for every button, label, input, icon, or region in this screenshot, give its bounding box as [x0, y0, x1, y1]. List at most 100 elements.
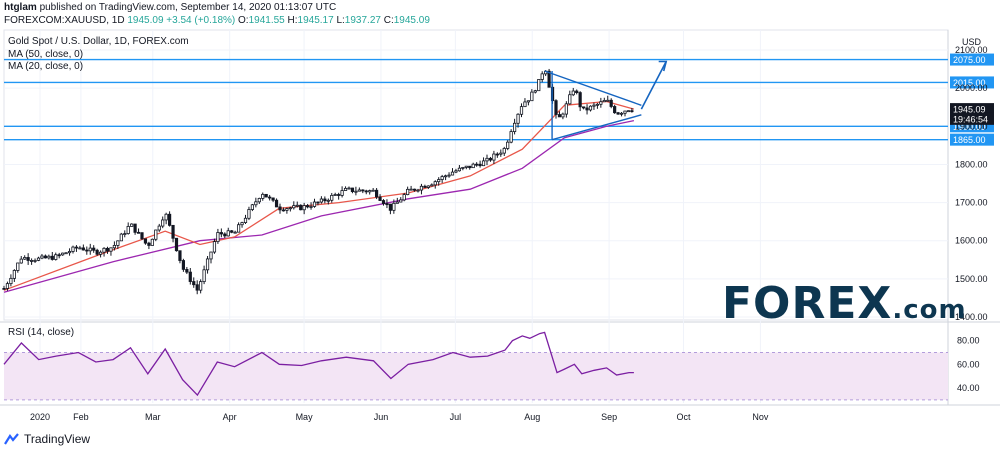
horizontal-levels[interactable]: 2075.00 2015.00 1900.00 1865.00 [4, 53, 994, 146]
tradingview-label: TradingView [24, 432, 91, 446]
candle-body [481, 160, 486, 167]
time-axis[interactable]: 2020 Feb Mar Apr May Jun Jul Aug Sep Oct Nov [30, 412, 769, 422]
ma50-line [3, 119, 635, 293]
candle-body [519, 106, 524, 115]
candle-body [347, 187, 351, 190]
candle-body [502, 148, 506, 154]
ma20-legend[interactable]: MA (20, close, 0) [8, 61, 83, 72]
rsi-line [3, 331, 634, 397]
candle-body [419, 185, 424, 191]
rsi-tick-label: 80.00 [957, 336, 980, 346]
candle-body [85, 249, 89, 252]
candle-body [506, 141, 510, 149]
candle-body [423, 185, 427, 188]
candle-body [433, 181, 437, 186]
candle-body [105, 247, 110, 252]
candle-body [268, 196, 272, 199]
candle-body [330, 194, 334, 201]
candle-body [623, 110, 627, 114]
candle-body [71, 246, 75, 252]
candle-body [61, 252, 65, 256]
candle-body [236, 224, 241, 233]
candle-body [437, 179, 441, 183]
price-change: +3.54 (+0.18%) [166, 15, 236, 26]
candle-body [575, 90, 579, 93]
candle-body [364, 190, 368, 193]
candle-body [102, 247, 106, 253]
candle-body [395, 201, 399, 204]
candle-body [464, 165, 468, 168]
candle-body [130, 223, 134, 227]
candlesticks [2, 68, 634, 295]
candle-body [416, 189, 420, 192]
candle-body [5, 283, 10, 289]
triangle-pattern-drawing[interactable] [544, 60, 668, 141]
candle-body [57, 254, 61, 257]
candle-body [582, 106, 586, 109]
candle-body [319, 198, 324, 203]
candle-body [257, 198, 261, 203]
candle-body [516, 113, 520, 124]
candle-body [54, 254, 58, 260]
rsi-tick-label: 60.00 [957, 359, 980, 369]
candle-body [378, 196, 382, 201]
time-tick-label: Aug [524, 412, 540, 422]
candle-body [578, 92, 582, 108]
last-price: 1945.09 [127, 15, 164, 26]
candle-body [195, 284, 199, 291]
candle-body [112, 244, 116, 249]
candle-body [495, 153, 499, 156]
candle-body [499, 152, 503, 155]
ohlc-low: L:1937.27 [336, 15, 381, 26]
candle-body [40, 255, 44, 259]
triangle-lower-line [551, 114, 642, 141]
candle-body [630, 110, 634, 113]
ma50-legend[interactable]: MA (50, close, 0) [8, 49, 83, 60]
candle-body [216, 232, 220, 243]
candle-body [450, 171, 455, 176]
price-tick-label: 1700.00 [955, 198, 988, 208]
candle-body [19, 258, 23, 264]
candle-body [509, 131, 513, 143]
candle-body [150, 238, 154, 246]
candle-body [354, 190, 358, 193]
rsi-legend[interactable]: RSI (14, close) [8, 327, 74, 338]
candle-body [485, 157, 489, 162]
ohlc-high: H:1945.17 [287, 15, 334, 26]
candle-body [361, 189, 365, 192]
level-price-tag [950, 53, 994, 66]
candle-body [333, 194, 337, 196]
last-price-tag [950, 103, 994, 116]
price-tick-label: 1800.00 [955, 159, 988, 169]
price-axis[interactable]: 1400.00 1500.00 1600.00 1700.00 1800.00 1900.… [950, 45, 994, 322]
tradingview-logo[interactable]: TradingView [4, 432, 90, 446]
candle-body [164, 213, 168, 221]
candle-body [540, 73, 544, 80]
candle-body [461, 167, 465, 169]
candle-body [171, 224, 175, 239]
candle-body [343, 187, 348, 191]
candle-body [212, 241, 217, 253]
ma20-line [3, 100, 635, 291]
candle-body [116, 240, 120, 246]
candle-body [616, 112, 620, 115]
candle-body [475, 163, 479, 166]
publish-info: htglam published on TradingView.com, Sep… [4, 2, 336, 13]
candle-body [557, 114, 562, 118]
candle-body [281, 209, 286, 212]
candle-body [167, 213, 172, 226]
candle-body [526, 100, 531, 103]
candle-body [36, 257, 41, 261]
candle-body [406, 188, 410, 196]
candle-body [223, 233, 227, 237]
time-tick-label: Sep [601, 412, 617, 422]
candle-body [12, 270, 16, 279]
candle-body [602, 100, 606, 103]
candle-body [585, 107, 589, 111]
rsi-axis[interactable]: 40.00 60.00 80.00 [957, 336, 980, 393]
candle-body [23, 257, 27, 260]
forex-logo-main: FOREX [722, 278, 893, 329]
publisher-name[interactable]: htglam [4, 2, 37, 13]
symbol-name: FOREXCOM:XAUUSD, 1D [4, 15, 125, 26]
